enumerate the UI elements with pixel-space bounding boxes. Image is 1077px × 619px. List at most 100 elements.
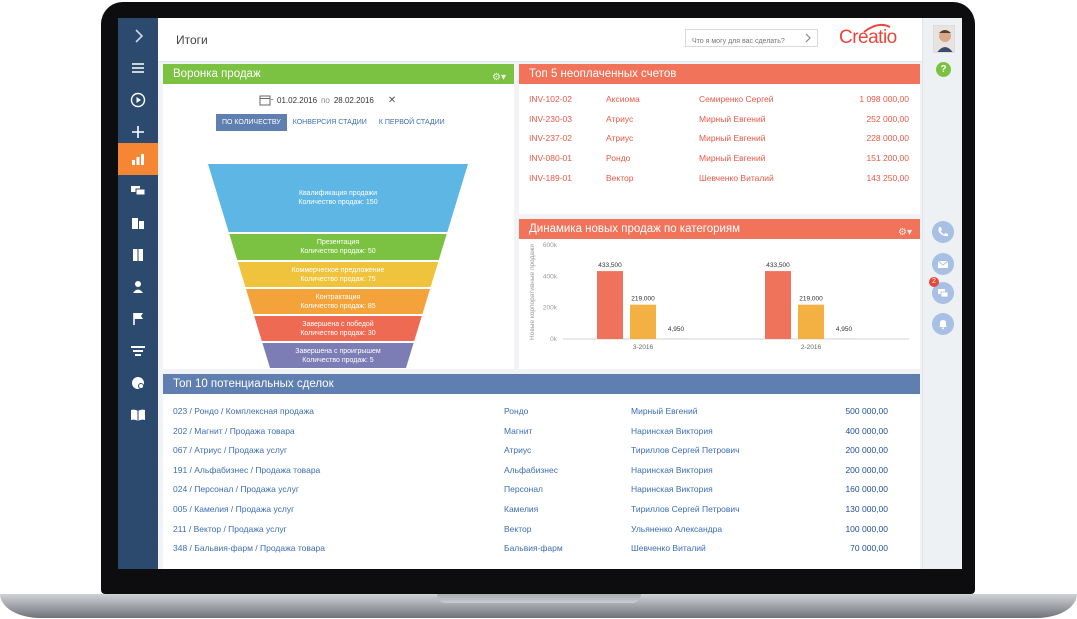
funnel-stage[interactable]: [237, 262, 439, 287]
tab-by-count[interactable]: ПО КОЛИЧЕСТВУ: [216, 114, 287, 131]
invoice-number[interactable]: INV-230-03: [529, 113, 572, 124]
right-rail: ? 2: [922, 18, 962, 569]
deal-row[interactable]: 005 / Камелия / Продажа услуг Камелия Тири…: [173, 504, 888, 518]
deal-row[interactable]: 067 / Атриус / Продажа услуг Атриус Тирилл…: [173, 445, 888, 459]
tab-stage-conversion[interactable]: КОНВЕРСИЯ СТАДИИ: [292, 119, 367, 126]
accounts-button[interactable]: [118, 239, 158, 271]
invoice-contact[interactable]: Мирный Евгений: [699, 153, 766, 164]
date-from[interactable]: 01.02.2016: [277, 95, 318, 105]
contacts-button[interactable]: [118, 207, 158, 239]
invoice-row[interactable]: INV-189-01 Вектор Шевченко Виталий 143 250,…: [529, 173, 909, 187]
deal-account[interactable]: Рондо: [504, 406, 529, 416]
opportunities-button[interactable]: [118, 367, 158, 399]
collapse-nav-button[interactable]: [118, 20, 158, 52]
date-to[interactable]: 28.02.2016: [333, 95, 374, 105]
call-button[interactable]: [932, 221, 954, 243]
deal-row[interactable]: 348 / Бальвия-фарм / Продажа товара Бальв…: [173, 543, 888, 557]
funnel-stage-label: Завершена с проигрышем Количество продаж:…: [208, 347, 468, 365]
deal-owner[interactable]: Ульяненко Александра: [631, 523, 723, 534]
deal-account[interactable]: Камелия: [504, 504, 539, 514]
activities-button[interactable]: [118, 303, 158, 335]
leads-button[interactable]: [118, 335, 158, 367]
invoice-number[interactable]: INV-080-01: [529, 153, 572, 164]
deal-account[interactable]: Магнит: [504, 425, 533, 436]
invoice-row[interactable]: INV-102-02 Аксиома Семиренко Сергей 1 098 0…: [529, 94, 909, 108]
deal-row[interactable]: 024 / Персонал / Продажа услуг Персонал На…: [173, 484, 888, 498]
deal-owner[interactable]: Тириллов Сергей Петрович: [631, 504, 740, 514]
add-button[interactable]: [118, 116, 158, 148]
tab-to-first-stage[interactable]: К ПЕРВОЙ СТАДИИ: [378, 119, 445, 126]
panel-header: Воронка продаж ⚙▾: [163, 64, 514, 84]
gear-icon[interactable]: ⚙▾: [898, 227, 912, 238]
users-button[interactable]: [118, 271, 158, 303]
deal-name[interactable]: 023 / Рондо / Комплексная продажа: [173, 406, 314, 416]
processes-button[interactable]: [118, 84, 158, 116]
deal-owner[interactable]: Наринская Виктория: [631, 425, 713, 436]
invoice-contact[interactable]: Шевченко Виталий: [699, 172, 774, 183]
deal-name[interactable]: 202 / Магнит / Продажа товара: [173, 425, 295, 436]
globe-icon: [132, 377, 144, 389]
search-input[interactable]: [686, 33, 796, 50]
help-icon[interactable]: ?: [936, 62, 951, 77]
chevron-right-icon[interactable]: [803, 33, 813, 43]
dashboards-button[interactable]: [118, 143, 158, 175]
deal-owner[interactable]: Мирный Евгений: [631, 406, 698, 416]
invoice-number[interactable]: INV-237-02: [529, 133, 572, 144]
deal-owner[interactable]: Шевченко Виталий: [631, 543, 706, 554]
avatar[interactable]: [933, 25, 955, 53]
invoice-row[interactable]: INV-080-01 Рондо Мирный Евгений 151 200,00: [529, 153, 909, 167]
calendar-icon[interactable]: [259, 94, 273, 106]
deal-row[interactable]: 023 / Рондо / Комплексная продажа Рондо Ми…: [173, 406, 888, 420]
invoice-row[interactable]: INV-230-03 Атриус Мирный Евгений 252 000,00: [529, 114, 909, 128]
deal-name[interactable]: 348 / Бальвия-фарм / Продажа товара: [173, 543, 325, 554]
knowledge-base-button[interactable]: [118, 399, 158, 431]
invoice-account[interactable]: Вектор: [606, 172, 634, 183]
command-search[interactable]: [685, 29, 818, 50]
invoice-account[interactable]: Аксиома: [606, 94, 640, 104]
messages-button[interactable]: [932, 282, 954, 304]
deal-account[interactable]: Персонал: [504, 484, 544, 495]
invoice-row[interactable]: INV-237-02 Атриус Мирный Евгений 228 000,00: [529, 133, 909, 147]
deal-account[interactable]: Атриус: [504, 445, 532, 456]
deal-owner[interactable]: Наринская Виктория: [631, 484, 713, 495]
deal-name[interactable]: 067 / Атриус / Продажа услуг: [173, 445, 288, 456]
funnel-stage[interactable]: [254, 316, 422, 341]
invoice-amount: 151 200,00: [866, 153, 909, 164]
deal-row[interactable]: 202 / Магнит / Продажа товара Магнит Нарин…: [173, 426, 888, 440]
deal-name[interactable]: 005 / Камелия / Продажа услуг: [173, 504, 295, 514]
header-bar: Итоги Creatio: [158, 18, 922, 62]
sales-funnel-panel: Воронка продаж ⚙▾ 01.02.2016 по 28.02.20…: [163, 64, 514, 369]
invoice-number[interactable]: INV-189-01: [529, 172, 572, 183]
gear-icon[interactable]: ⚙▾: [492, 72, 506, 83]
date-range-filter[interactable]: 01.02.2016 по 28.02.2016 ✕: [259, 94, 396, 106]
deal-owner[interactable]: Тириллов Сергей Петрович: [631, 445, 740, 456]
building-icon: [133, 249, 143, 261]
invoice-contact[interactable]: Мирный Евгений: [699, 113, 766, 124]
notifications-button[interactable]: [932, 313, 954, 335]
invoice-number[interactable]: INV-102-02: [529, 94, 572, 104]
email-button[interactable]: [932, 253, 954, 275]
invoice-account[interactable]: Рондо: [606, 153, 631, 164]
invoice-account[interactable]: Атриус: [606, 133, 634, 144]
invoice-contact[interactable]: Мирный Евгений: [699, 133, 766, 144]
invoice-contact[interactable]: Семиренко Сергей: [699, 94, 774, 104]
invoice-account[interactable]: Атриус: [606, 113, 634, 124]
deal-name[interactable]: 191 / Альфабизнес / Продажа товара: [173, 464, 321, 475]
stage-name: Контрактация: [315, 293, 361, 301]
deal-owner[interactable]: Наринская Виктория: [631, 464, 713, 475]
clear-filter-icon[interactable]: ✕: [387, 94, 397, 106]
feed-button[interactable]: [118, 175, 158, 207]
deal-name[interactable]: 211 / Вектор / Продажа услуг: [173, 523, 287, 534]
funnel-stage[interactable]: [245, 289, 431, 314]
stage-count: Количество продаж: 30: [300, 329, 376, 337]
deal-account[interactable]: Альфабизнес: [504, 464, 558, 475]
deal-name[interactable]: 024 / Персонал / Продажа услуг: [173, 484, 299, 495]
deal-row[interactable]: 211 / Вектор / Продажа услуг Вектор Ульяне…: [173, 524, 888, 538]
deal-account[interactable]: Бальвия-фарм: [504, 543, 563, 554]
funnel-stage[interactable]: [262, 343, 414, 368]
deal-account[interactable]: Вектор: [504, 523, 532, 534]
main-menu-button[interactable]: [118, 52, 158, 84]
funnel-stage[interactable]: [208, 164, 468, 232]
deal-row[interactable]: 191 / Альфабизнес / Продажа товара Альфаб…: [173, 465, 888, 479]
funnel-stage[interactable]: [229, 234, 447, 260]
